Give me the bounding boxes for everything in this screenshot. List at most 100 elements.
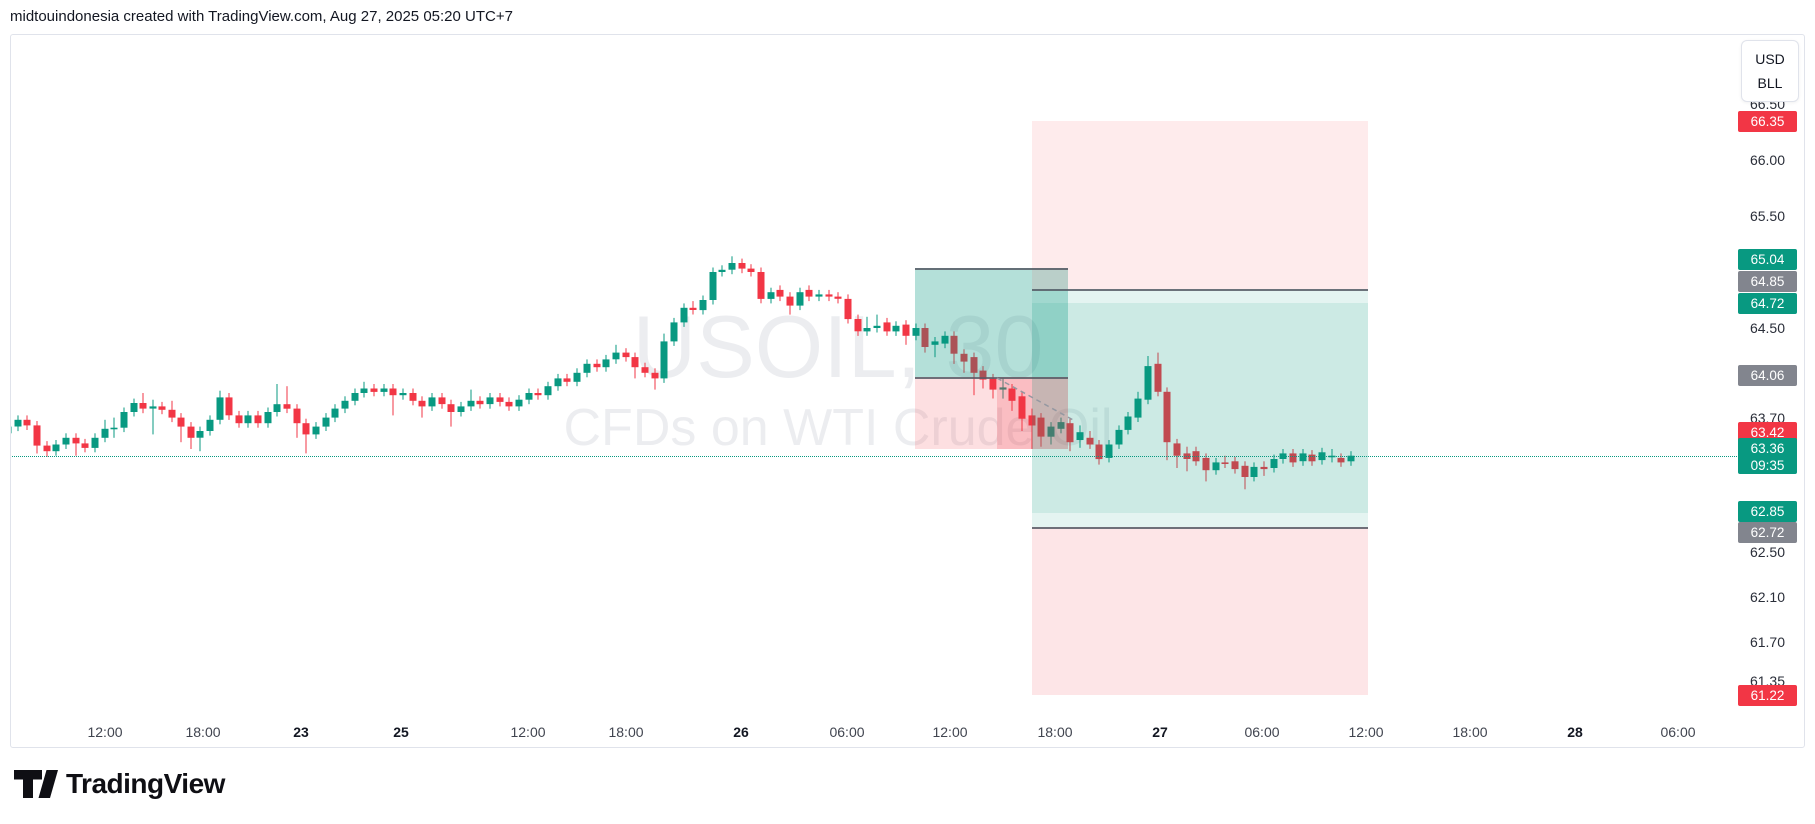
candle <box>960 353 968 362</box>
level-line-64.85[interactable] <box>1032 288 1368 291</box>
long-position-right-profit-zone[interactable] <box>1032 303 1368 528</box>
symbol-watermark-line1: USOIL, 30 <box>632 297 1044 396</box>
candle <box>72 437 80 444</box>
candle <box>786 296 794 306</box>
candle <box>81 443 89 448</box>
tradingview-logo-icon <box>14 770 58 798</box>
candle <box>1057 422 1065 429</box>
currency-button[interactable]: USD <box>1755 50 1785 67</box>
candle <box>196 431 204 438</box>
candle <box>660 341 668 379</box>
candle <box>283 404 291 409</box>
candle <box>757 272 765 299</box>
time-label-12:00: 12:00 <box>510 724 546 740</box>
candle <box>1260 466 1268 470</box>
long-position-left-profit-zone[interactable] <box>915 267 1068 378</box>
candle <box>273 404 281 412</box>
candle <box>1241 465 1249 477</box>
candle <box>496 397 504 402</box>
short-position-right-loss-zone[interactable] <box>1032 120 1368 289</box>
candle <box>573 372 581 382</box>
candle <box>1105 444 1113 458</box>
candle <box>177 417 185 427</box>
candle <box>33 425 41 446</box>
long-position-left-overlay[interactable] <box>997 377 1068 449</box>
short-position-right-profit-zone[interactable] <box>1032 288 1368 513</box>
candle <box>486 397 494 405</box>
chart-frame <box>10 34 1805 748</box>
price-tick-62.50: 62.50 <box>1749 544 1786 560</box>
candle <box>322 417 330 427</box>
candle <box>168 409 176 418</box>
candle <box>767 292 775 299</box>
candle <box>254 415 262 424</box>
price-tick-62.10: 62.10 <box>1749 589 1786 605</box>
long-position-right-loss-zone[interactable] <box>1032 527 1368 696</box>
candle <box>651 372 659 379</box>
level-line-65.04[interactable] <box>915 267 1068 270</box>
candle <box>844 298 852 320</box>
time-label-12:00: 12:00 <box>932 724 968 740</box>
candle <box>622 352 630 358</box>
candle <box>1173 443 1181 456</box>
candle <box>747 268 755 272</box>
candle <box>1154 363 1162 392</box>
dashed-trendline <box>996 377 1076 422</box>
candle <box>235 415 243 424</box>
candle <box>225 397 233 416</box>
candle <box>1115 429 1123 445</box>
candle <box>854 319 862 332</box>
tradingview-logo[interactable]: TradingView <box>14 768 225 800</box>
candle <box>999 387 1007 390</box>
time-label-18:00: 18:00 <box>185 724 221 740</box>
candle <box>91 437 99 448</box>
currency-unit-toggle: USD BLL <box>1741 40 1799 102</box>
candle <box>931 341 939 345</box>
candle <box>389 388 397 396</box>
candle <box>370 388 378 392</box>
candle <box>709 272 717 300</box>
candle <box>921 328 929 347</box>
candle <box>970 357 978 373</box>
time-label-06:00: 06:00 <box>829 724 865 740</box>
candle <box>892 325 900 332</box>
current-price-line <box>10 456 1737 457</box>
candle <box>409 393 417 401</box>
candle <box>979 370 987 380</box>
candle <box>1337 457 1345 463</box>
time-label-18:00: 18:00 <box>1452 724 1488 740</box>
candle <box>418 400 426 407</box>
candle <box>989 378 997 390</box>
candle <box>1299 453 1307 462</box>
level-line-64.06[interactable] <box>915 377 1068 380</box>
price-label-65.04: 65.04 <box>1738 248 1797 270</box>
time-label-28: 28 <box>1567 724 1583 740</box>
candle <box>593 363 601 368</box>
price-tick-66.00: 66.00 <box>1749 152 1786 168</box>
candle <box>110 427 118 430</box>
time-label-06:00: 06:00 <box>1244 724 1280 740</box>
price-label-64.85: 64.85 <box>1738 270 1797 292</box>
candle <box>544 386 552 396</box>
long-position-left-loss-zone[interactable] <box>915 377 1068 449</box>
time-label-27: 27 <box>1152 724 1168 740</box>
candle <box>602 359 610 368</box>
candle <box>515 399 523 407</box>
candle <box>1212 462 1220 471</box>
level-line-62.72[interactable] <box>1032 527 1368 530</box>
candle <box>873 325 881 328</box>
candle <box>120 412 128 428</box>
candlestick-plot[interactable] <box>10 34 1806 724</box>
candle <box>1066 423 1074 443</box>
candle <box>583 363 591 373</box>
candle <box>728 263 736 270</box>
candle <box>1047 426 1055 437</box>
price-tick-65.50: 65.50 <box>1749 208 1786 224</box>
unit-button[interactable]: BLL <box>1757 75 1783 92</box>
candle <box>680 307 688 323</box>
candle <box>902 324 910 336</box>
time-label-26: 26 <box>733 724 749 740</box>
candle <box>825 294 833 297</box>
candle <box>1124 416 1132 430</box>
